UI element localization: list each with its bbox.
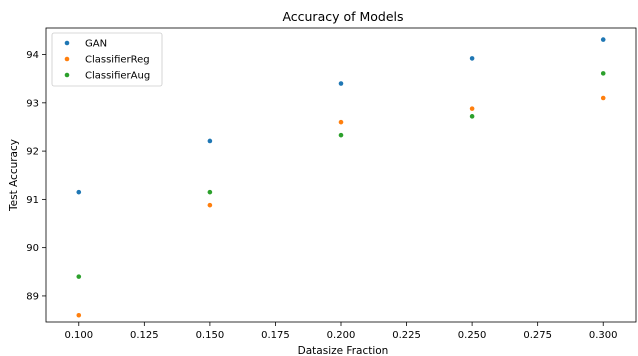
- data-point-classifieraug: [76, 274, 82, 279]
- x-tick-label: 0.275: [523, 330, 552, 341]
- data-point-classifieraug: [207, 189, 213, 195]
- x-tick-label: 0.175: [261, 330, 290, 341]
- data-point-gan: [76, 189, 82, 195]
- data-point-classifierreg: [600, 95, 606, 101]
- x-axis-label: Datasize Fraction: [298, 345, 389, 356]
- data-point-classifierreg: [469, 106, 475, 111]
- data-point-gan: [207, 138, 213, 144]
- chart-title: Accuracy of Models: [282, 9, 403, 24]
- y-tick-label: 92: [26, 147, 39, 158]
- data-point-classifieraug: [469, 114, 475, 119]
- legend-label: ClassifierReg: [85, 55, 150, 66]
- x-tick-label: 0.250: [458, 330, 487, 341]
- y-tick-label: 91: [26, 195, 39, 206]
- y-axis: 89 90 91 92 93 94: [26, 50, 46, 302]
- legend-marker: [64, 40, 70, 46]
- y-axis-label: Test Accuracy: [8, 139, 20, 212]
- x-tick-label: 0.100: [64, 330, 93, 341]
- data-point-gan: [469, 56, 475, 61]
- y-tick-label: 93: [26, 98, 39, 109]
- y-tick-label: 89: [26, 291, 39, 302]
- data-points: [76, 37, 606, 318]
- legend-marker: [64, 56, 70, 62]
- x-tick-label: 0.300: [589, 330, 618, 341]
- legend-marker: [64, 72, 70, 78]
- x-tick-label: 0.125: [130, 330, 159, 341]
- data-point-classifierreg: [338, 119, 344, 125]
- x-axis: 0.100 0.125 0.150 0.175 0.200 0.225 0.250 0.275…: [64, 322, 618, 341]
- x-tick-label: 0.225: [392, 330, 421, 341]
- x-tick-label: 0.200: [327, 330, 356, 341]
- legend-label: GAN: [85, 39, 107, 50]
- data-point-classifieraug: [338, 132, 344, 138]
- legend-box: [51, 32, 163, 87]
- data-point-gan: [600, 37, 606, 42]
- x-tick-label: 0.150: [196, 330, 225, 341]
- data-point-classifierreg: [207, 202, 213, 208]
- legend: GAN ClassifierReg ClassifierAug: [51, 32, 163, 87]
- y-tick-label: 90: [26, 243, 39, 254]
- data-point-gan: [338, 81, 344, 86]
- data-point-classifierreg: [76, 312, 82, 318]
- data-point-classifieraug: [600, 71, 606, 76]
- legend-label: ClassifierAug: [85, 71, 150, 82]
- y-tick-label: 94: [26, 50, 39, 61]
